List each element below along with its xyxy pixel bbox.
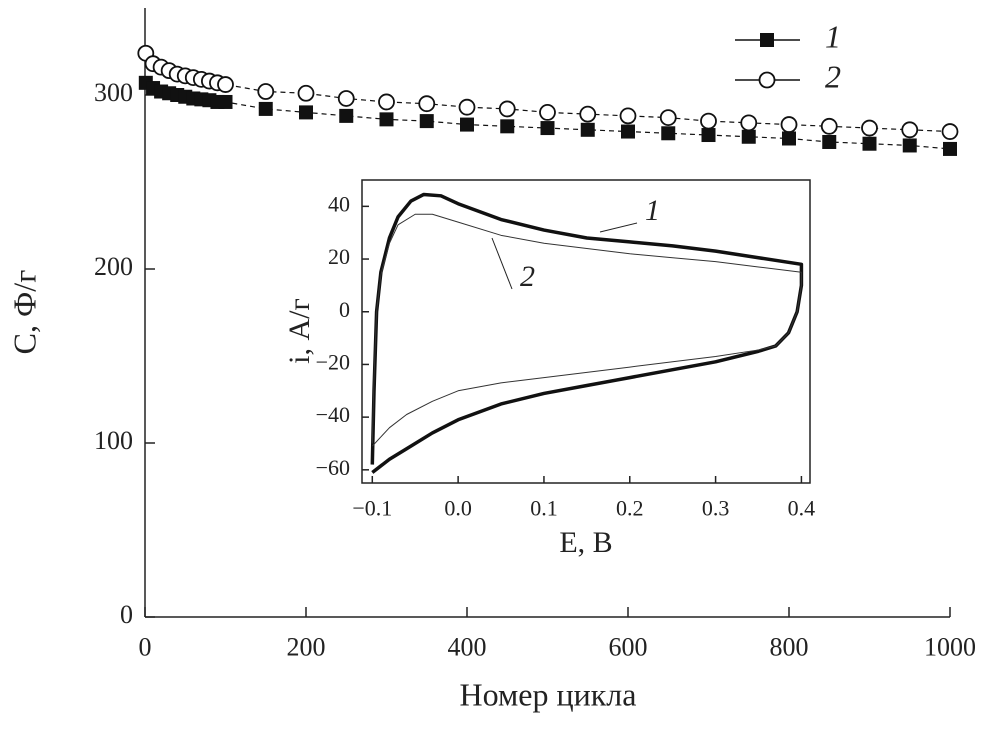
curve-label-leader xyxy=(599,222,638,233)
marker xyxy=(299,105,313,120)
marker xyxy=(701,128,716,143)
marker xyxy=(500,119,515,134)
marker xyxy=(458,98,476,116)
marker xyxy=(820,117,838,135)
x-tick-label: 0.2 xyxy=(616,496,644,521)
marker xyxy=(861,119,878,137)
marker xyxy=(419,114,434,129)
marker xyxy=(901,121,919,139)
marker xyxy=(337,90,355,107)
marker xyxy=(619,107,637,125)
x-axis-label: Номер цикла xyxy=(460,676,637,712)
marker xyxy=(621,124,635,139)
marker xyxy=(661,126,676,141)
x-tick-label: 1000 xyxy=(924,632,976,661)
marker xyxy=(379,112,394,127)
x-tick-label: 0.0 xyxy=(444,496,472,521)
x-tick-label: 0.4 xyxy=(788,496,816,521)
y-tick-label: 300 xyxy=(94,78,133,107)
y-tick-label: −20 xyxy=(316,349,350,374)
y-tick-label: 0 xyxy=(339,297,350,322)
legend-marker xyxy=(758,71,776,89)
y-tick-label: 40 xyxy=(328,191,350,216)
marker xyxy=(217,76,234,93)
x-axis-label: E, В xyxy=(559,526,612,559)
series-line xyxy=(371,213,802,447)
marker xyxy=(862,136,877,151)
marker xyxy=(418,95,436,113)
marker xyxy=(460,117,474,132)
marker xyxy=(498,100,516,118)
marker xyxy=(941,123,959,140)
y-axis-label: i, А/г xyxy=(283,298,316,364)
marker xyxy=(218,94,233,109)
x-tick-label: 0 xyxy=(139,632,152,661)
marker xyxy=(741,129,756,144)
marker xyxy=(943,141,957,156)
x-tick-label: 0.3 xyxy=(702,496,730,521)
curve-label: 1 xyxy=(645,194,660,227)
legend-label: 2 xyxy=(825,58,841,94)
y-tick-label: −40 xyxy=(316,402,350,427)
x-tick-label: 200 xyxy=(287,632,326,661)
x-tick-label: −0.1 xyxy=(352,496,392,521)
series-line xyxy=(370,192,804,474)
x-tick-label: 600 xyxy=(609,632,648,661)
marker xyxy=(780,116,798,133)
x-tick-label: 800 xyxy=(770,632,809,661)
marker xyxy=(540,121,555,136)
curve-label-leader xyxy=(491,237,513,290)
y-tick-label: 0 xyxy=(120,600,133,629)
marker xyxy=(539,104,556,121)
marker xyxy=(339,108,354,123)
marker xyxy=(782,131,796,146)
marker xyxy=(740,114,758,132)
y-tick-label: 100 xyxy=(94,426,133,455)
marker xyxy=(580,122,595,137)
marker xyxy=(258,101,273,116)
y-tick-label: 200 xyxy=(94,252,133,281)
inset-frame xyxy=(361,179,811,484)
legend-label: 1 xyxy=(825,18,841,54)
marker xyxy=(822,134,837,149)
marker xyxy=(579,105,597,123)
x-tick-label: 0.1 xyxy=(530,496,558,521)
marker xyxy=(378,93,395,111)
marker xyxy=(297,84,315,102)
y-axis-label: C, Ф/г xyxy=(6,270,42,355)
y-tick-label: −60 xyxy=(316,455,350,480)
x-tick-label: 400 xyxy=(448,632,487,661)
marker xyxy=(902,138,917,153)
marker xyxy=(700,112,717,130)
marker xyxy=(659,109,677,127)
legend-marker xyxy=(760,33,774,47)
marker xyxy=(257,83,275,100)
curve-label: 2 xyxy=(520,260,535,293)
y-tick-label: 20 xyxy=(328,244,350,269)
